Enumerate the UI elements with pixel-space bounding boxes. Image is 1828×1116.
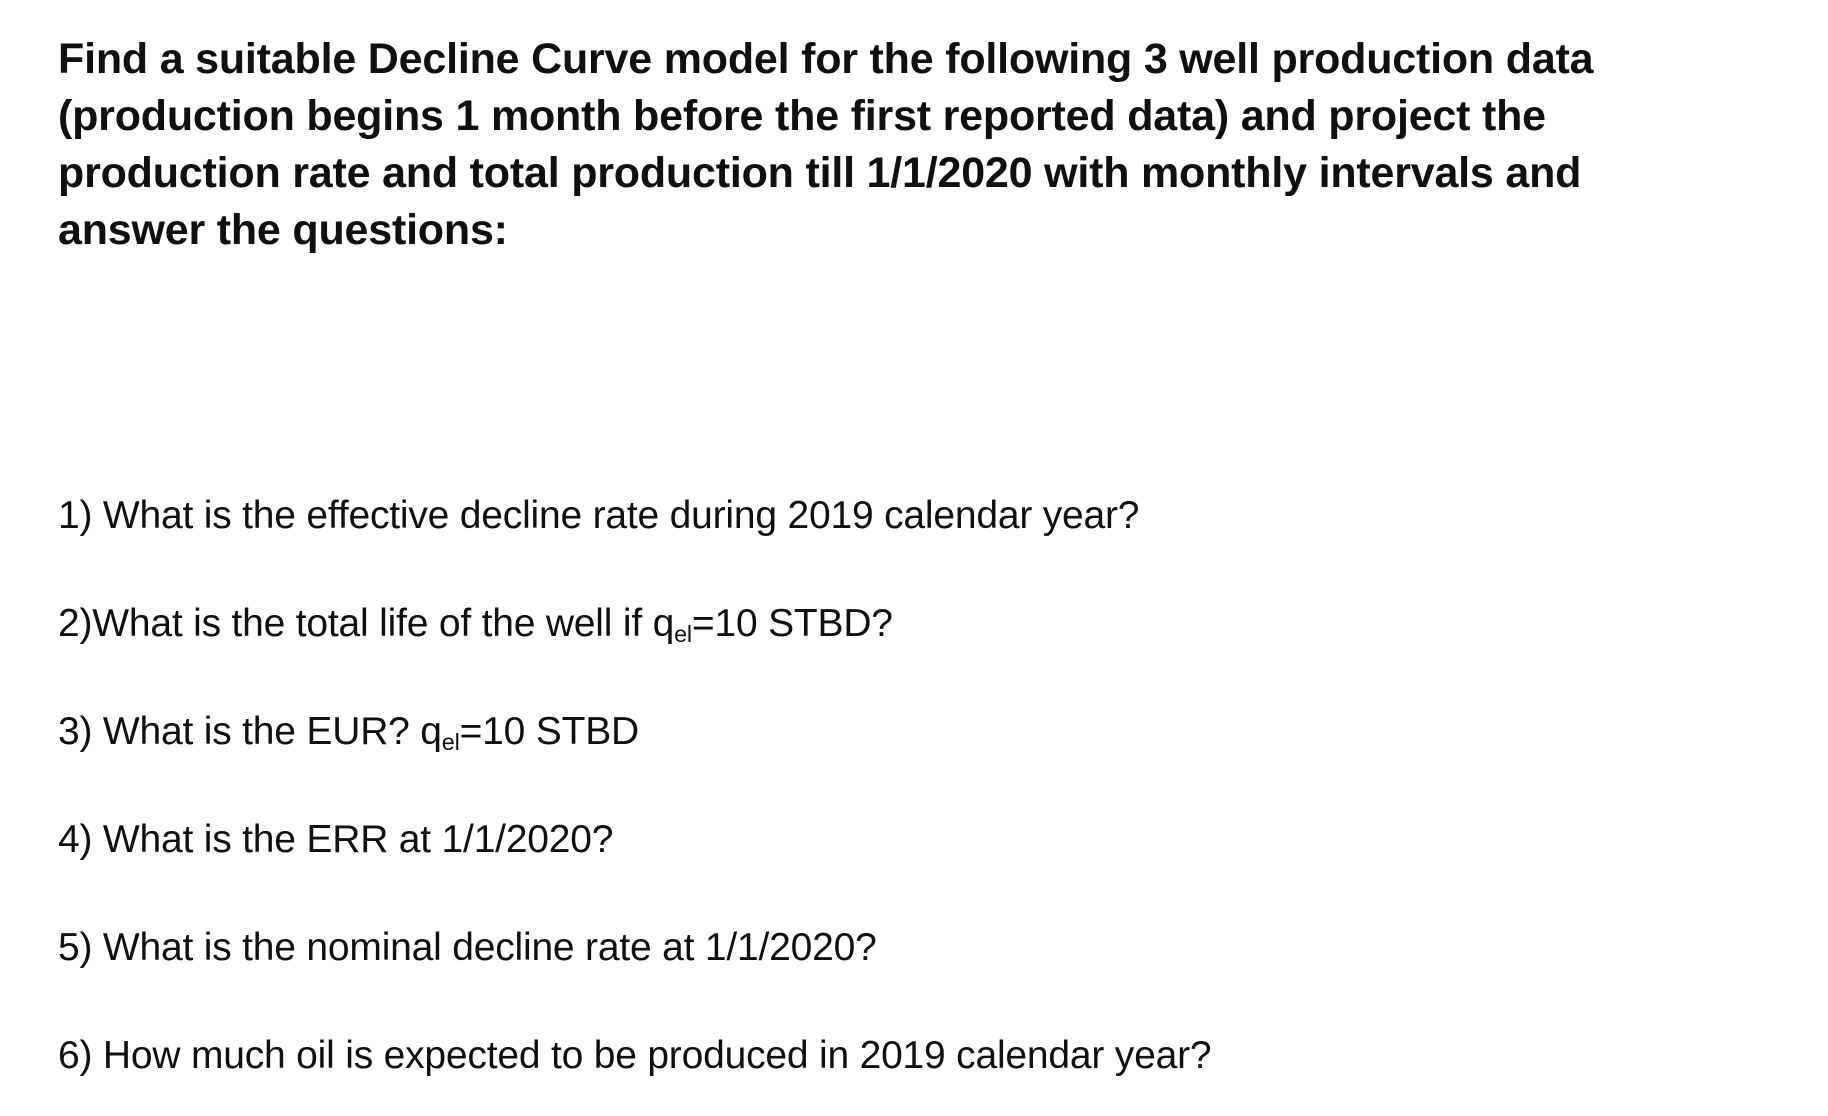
question-2: 2)What is the total life of the well if … [58,601,893,648]
question-3-subscript: el [441,728,460,755]
question-3: 3) What is the EUR? qel=10 STBD [58,709,639,756]
question-3-text-after: =10 STBD [459,710,640,753]
question-6-text: 6) How much oil is expected to be produc… [58,1034,1212,1077]
heading-line-4: answer the questions: [58,206,508,254]
question-2-text-after: =10 STBD? [691,602,893,645]
question-4: 4) What is the ERR at 1/1/2020? [58,817,613,864]
problem-statement: Find a suitable Decline Curve model for … [58,31,1818,259]
question-1: 1) What is the effective decline rate du… [58,493,1139,540]
question-5-text: 5) What is the nominal decline rate at 1… [58,926,877,969]
question-4-text: 4) What is the ERR at 1/1/2020? [58,818,614,861]
heading-line-1: Find a suitable Decline Curve model for … [58,35,1594,83]
question-2-text: 2)What is the total life of the well if … [58,602,675,645]
heading-line-2: (production begins 1 month before the fi… [58,92,1546,140]
question-1-text: 1) What is the effective decline rate du… [58,494,1140,537]
question-5: 5) What is the nominal decline rate at 1… [58,925,877,972]
heading-line-3: production rate and total production til… [58,149,1582,197]
question-2-subscript: el [674,620,692,647]
question-3-text: 3) What is the EUR? q [58,710,442,753]
question-6: 6) How much oil is expected to be produc… [58,1033,1212,1080]
